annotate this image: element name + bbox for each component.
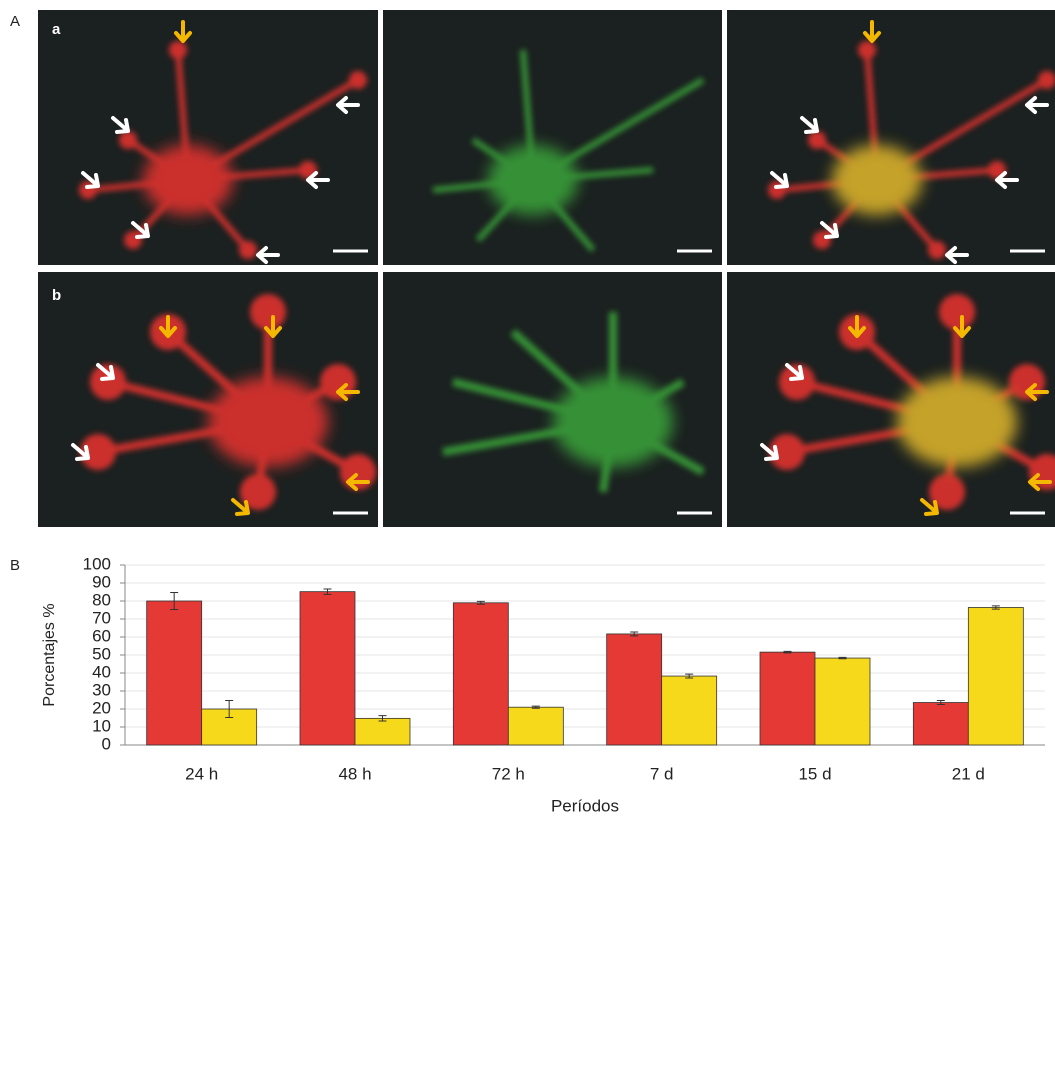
bar [968, 607, 1023, 745]
x-tick-label: 7 d [650, 764, 674, 783]
x-tick-label: 24 h [185, 764, 218, 783]
bar [662, 676, 717, 745]
y-tick-label: 60 [92, 626, 111, 645]
bar [453, 603, 508, 745]
bar [760, 652, 815, 745]
growth-cone [239, 241, 257, 259]
soma [897, 377, 1017, 467]
growth-cone [808, 131, 826, 149]
growth-cone [119, 131, 137, 149]
x-tick-label: 15 d [798, 764, 831, 783]
micrograph [38, 10, 378, 265]
x-tick-label: 48 h [338, 764, 371, 783]
growth-cone [813, 231, 831, 249]
bar [508, 707, 563, 745]
micrographs [38, 10, 1055, 527]
micrograph [38, 272, 378, 527]
image-background [383, 272, 722, 527]
row-label: b [52, 287, 61, 304]
growth-cone [928, 241, 946, 259]
soma [143, 145, 233, 215]
bar [355, 718, 410, 745]
growth-cone [169, 41, 187, 59]
bar [300, 592, 355, 745]
y-tick-label: 0 [102, 734, 111, 753]
y-tick-label: 50 [92, 644, 111, 663]
y-tick-label: 100 [83, 554, 111, 573]
growth-cone [858, 41, 876, 59]
micrograph [727, 272, 1055, 527]
y-tick-label: 80 [92, 590, 111, 609]
soma [832, 145, 922, 215]
growth-cone [939, 294, 975, 330]
image-background [727, 10, 1055, 265]
bar [607, 634, 662, 745]
y-tick-label: 40 [92, 662, 111, 681]
growth-cone [340, 454, 376, 490]
y-tick-label: 90 [92, 572, 111, 591]
row-label: a [52, 21, 61, 38]
y-axis-label: Porcentajes % [41, 603, 58, 706]
x-tick-label: 72 h [492, 764, 525, 783]
soma [553, 377, 673, 467]
y-tick-label: 20 [92, 698, 111, 717]
micrograph [383, 272, 722, 527]
growth-cone [250, 294, 286, 330]
panel-label: A [10, 13, 20, 30]
figure: A B a b 0102030405060708090100 24 h 48 h 72… [0, 0, 1055, 1071]
growth-cone [90, 364, 126, 400]
x-tick-label: 21 d [952, 764, 985, 783]
soma [488, 145, 578, 215]
growth-cone [349, 71, 367, 89]
micrograph [727, 10, 1055, 265]
micrograph [383, 10, 722, 265]
bar [815, 658, 870, 745]
x-axis-label: Períodos [551, 796, 619, 815]
growth-cone [124, 231, 142, 249]
y-tick-label: 30 [92, 680, 111, 699]
image-background [383, 10, 722, 265]
bar [147, 601, 202, 745]
panel-label: B [10, 557, 20, 574]
page: {"panel_labels": {"A": "A", "a": "a", "b… [0, 0, 1055, 1071]
image-background [38, 272, 378, 527]
y-tick-label: 70 [92, 608, 111, 627]
y-tick-label: 10 [92, 716, 111, 735]
bar [913, 703, 968, 745]
image-background [38, 10, 378, 265]
soma [208, 377, 328, 467]
growth-cone [779, 364, 815, 400]
